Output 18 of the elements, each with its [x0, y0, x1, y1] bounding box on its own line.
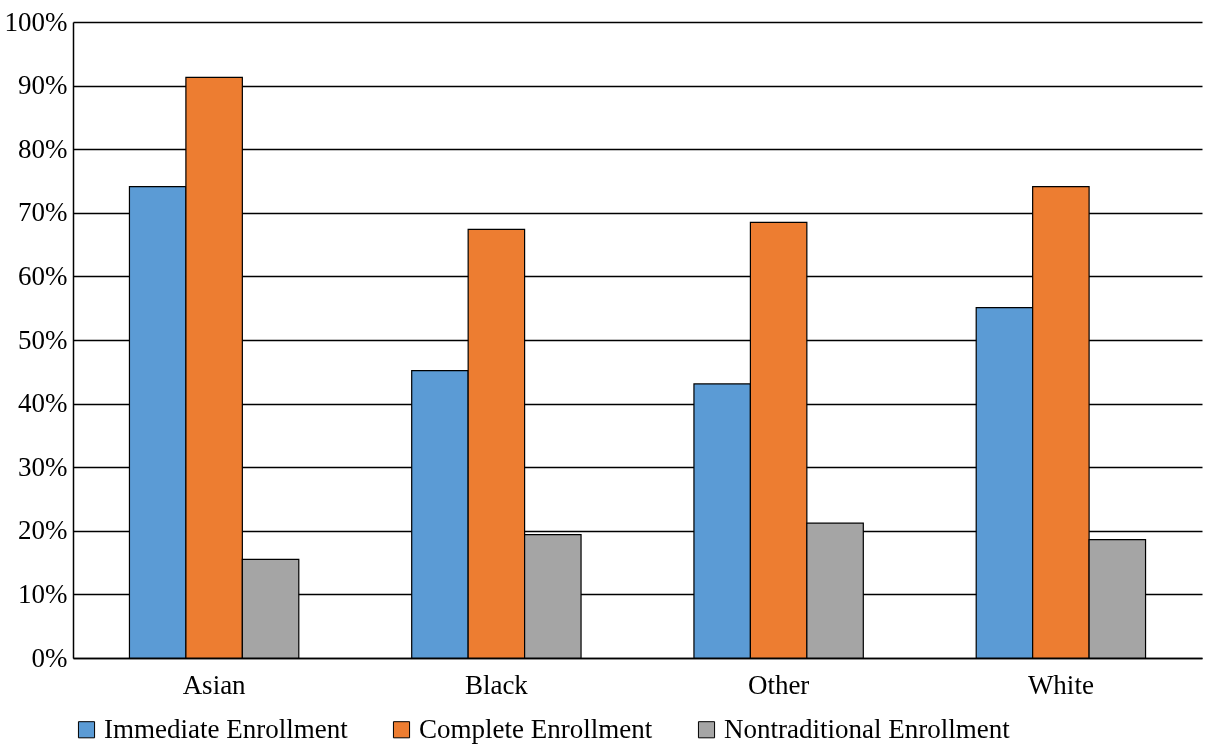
x-tick-label: Asian [182, 669, 247, 700]
y-tick-label: 90% [18, 70, 68, 101]
y-tick-label: 70% [18, 197, 68, 228]
y-tick-label: 20% [18, 515, 68, 546]
legend-label: Nontraditional Enrollment [724, 713, 1011, 744]
x-tick-label: Other [747, 669, 810, 700]
legend-label: Complete Enrollment [419, 713, 653, 744]
y-tick-label: 40% [18, 388, 68, 419]
x-tick-label: Black [464, 669, 529, 700]
y-tick-label: 60% [18, 260, 68, 291]
y-tick-label: 30% [18, 451, 68, 482]
y-tick-label: 50% [18, 324, 68, 355]
y-tick-label: 100% [4, 6, 68, 37]
legend-label: Immediate Enrollment [104, 713, 349, 744]
y-tick-label: 10% [18, 578, 68, 609]
x-tick-label: White [1027, 669, 1094, 700]
y-tick-label: 0% [31, 642, 68, 673]
y-tick-label: 80% [18, 133, 68, 164]
